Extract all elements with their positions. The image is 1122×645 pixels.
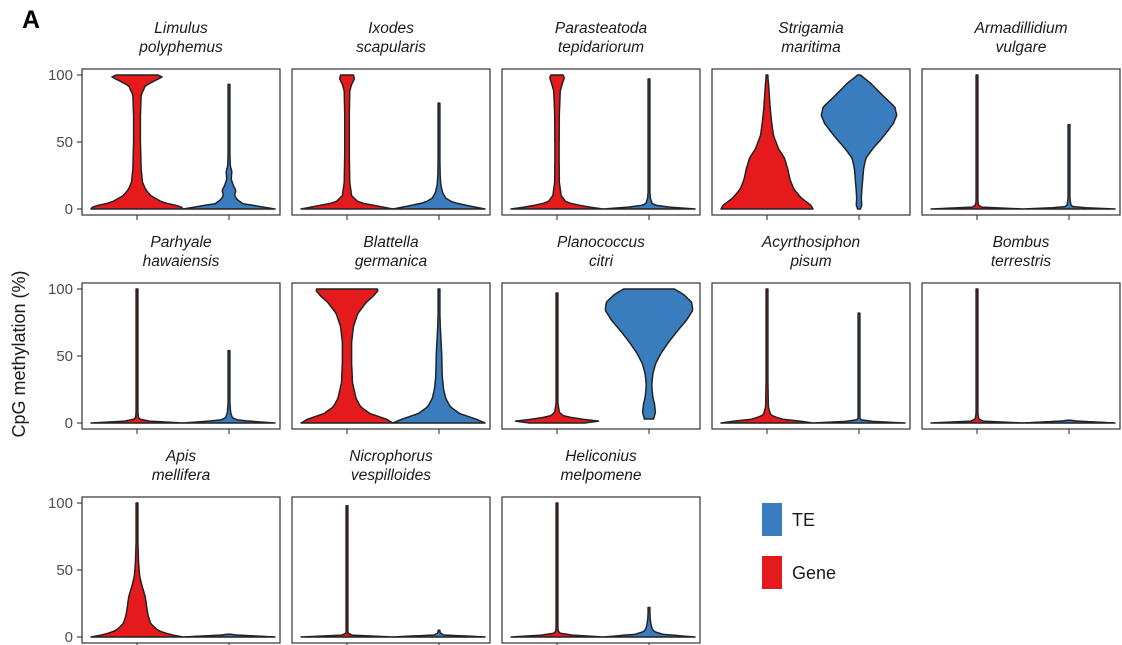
violin-gene [930,74,1024,210]
violin-gene [720,74,814,210]
legend-label-gene: Gene [792,563,836,583]
violin-gene [90,74,184,210]
legend-label-te: TE [792,510,815,530]
y-tick-label: 50 [56,562,73,579]
panel-letter: A [22,6,40,34]
species-title-genus: Planococcus [557,234,645,251]
panel-ixodes-scapularis: Ixodes scapularis [291,20,491,220]
panel-frame [291,496,491,644]
violin-te [604,288,694,420]
panel-frame [711,68,911,216]
panel-bombus-terrestris: Bombus terrestris [921,234,1121,434]
panel-frame [921,68,1121,216]
violin-gene [300,504,394,638]
species-title-epithet: pisum [789,253,831,270]
violin-te [182,83,276,210]
panel-limulus-polyphemus: Limulus polyphemus 0 50 100 [48,20,281,220]
panel-nicrophorus-vespilloides: Nicrophorus vespilloides [291,448,491,645]
panel-frame [501,496,701,644]
species-title-epithet: citri [589,253,614,270]
violin-gene [930,288,1024,424]
species-title-epithet: tepidariorum [558,39,644,56]
violin-gene [90,288,184,424]
violin-te [812,312,906,424]
y-tick-label: 50 [56,134,73,151]
violin-te [1022,123,1116,210]
violin-gene [514,292,600,424]
y-tick-label: 0 [65,201,73,218]
panel-heliconius-melpomene: Heliconius melpomene [501,448,701,645]
species-title-genus: Limulus [154,20,208,37]
violin-te [602,78,696,210]
species-title-epithet: vespilloides [351,467,431,484]
species-title-genus: Heliconius [565,448,637,465]
panel-planococcus-citri: Planococcus citri [501,234,701,434]
violin-gene [510,502,604,638]
y-axis-label: CpG methylation (%) [9,270,29,437]
y-tick-label: 100 [48,281,73,298]
panel-acyrthosiphon-pisum: Acyrthosiphon pisum [711,234,911,434]
panel-frame [291,282,491,430]
species-title-epithet: maritima [781,39,841,56]
panel-armadillidium-vulgare: Armadillidium vulgare [921,20,1121,220]
violin-gene [300,288,394,424]
legend-swatch-te [762,503,782,536]
panel-parasteatoda-tepidariorum: Parasteatoda tepidariorum [501,20,701,220]
species-title-epithet: hawaiensis [143,253,220,270]
y-tick-label: 100 [48,67,73,84]
species-title-genus: Strigamia [778,20,844,37]
violin-te [392,102,486,210]
species-title-epithet: vulgare [996,39,1047,56]
violin-gene [300,74,394,210]
violin-te [182,349,276,424]
panel-frame [921,282,1121,430]
panel-strigamia-maritima: Strigamia maritima [711,20,911,220]
panel-frame [291,68,491,216]
species-title-genus: Bombus [993,234,1050,251]
species-title-epithet: germanica [355,253,428,270]
species-title-genus: Ixodes [368,20,414,37]
violin-te [392,629,486,638]
y-tick-label: 50 [56,348,73,365]
panel-frame [81,496,281,644]
violin-gene [90,502,184,638]
species-title-genus: Acyrthosiphon [761,234,860,251]
species-title-epithet: scapularis [356,39,426,56]
species-title-epithet: polyphemus [138,39,223,56]
species-title-genus: Nicrophorus [349,448,433,465]
y-tick-label: 0 [65,629,73,645]
species-title-epithet: melpomene [561,467,642,484]
panel-parhyale-hawaiensis: Parhyale hawaiensis 0 50 100 [48,234,281,434]
violin-te [820,74,898,210]
panel-frame [501,68,701,216]
panel-frame [81,282,281,430]
species-title-genus: Parasteatoda [555,20,648,37]
species-title-genus: Parhyale [150,234,212,251]
species-title-genus: Blattella [363,234,419,251]
legend: TE Gene [762,503,836,589]
species-title-epithet: mellifera [152,467,211,484]
panel-frame [501,282,701,430]
violin-te [392,288,486,424]
species-title-genus: Apis [165,448,196,465]
panel-frame [81,68,281,216]
violin-gene [720,288,814,424]
violin-gene [510,74,604,210]
species-title-genus: Armadillidium [973,20,1067,37]
violin-te [1022,419,1116,424]
violin-panels: Limulus polyphemus 0 50 100 Ixodes scapularis P… [48,20,1121,645]
species-title-epithet: terrestris [991,253,1052,270]
violin-te [182,633,276,638]
y-tick-label: 100 [48,495,73,512]
panel-frame [711,282,911,430]
panel-apis-mellifera: Apis mellifera 0 50 100 [48,448,281,645]
y-tick-label: 0 [65,415,73,432]
violin-te [602,606,696,638]
legend-swatch-gene [762,556,782,589]
panel-blattella-germanica: Blattella germanica [291,234,491,434]
